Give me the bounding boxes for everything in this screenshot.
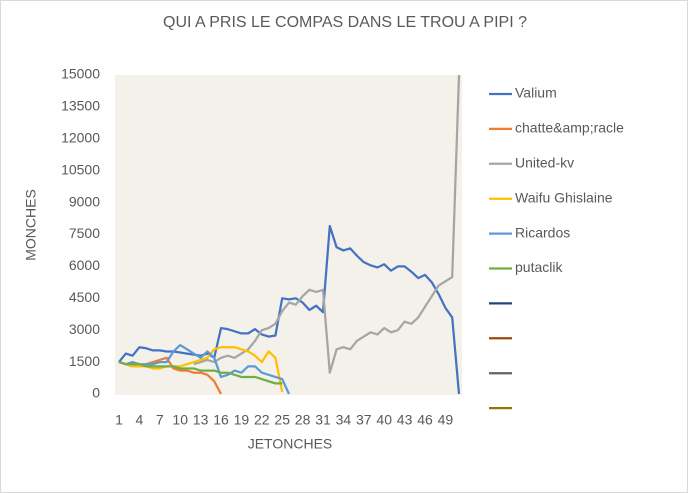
y-tick-label: 6000 (69, 257, 100, 273)
legend-label: United-kv (515, 155, 574, 171)
x-tick-label: 19 (234, 412, 250, 428)
y-tick-label: 13500 (61, 98, 100, 114)
y-tick-label: 0 (92, 385, 100, 401)
x-tick-label: 31 (315, 412, 331, 428)
x-tick-label: 7 (156, 412, 164, 428)
x-tick-label: 16 (213, 412, 229, 428)
x-tick-label: 40 (376, 412, 392, 428)
x-tick-label: 34 (336, 412, 352, 428)
legend-label: Waifu Ghislaine (515, 189, 613, 205)
x-tick-label: 1 (115, 412, 123, 428)
y-axis-label: MONCHES (23, 189, 39, 261)
legend-label: putaclik (515, 259, 563, 275)
x-tick-label: 49 (438, 412, 454, 428)
series-line (118, 361, 283, 385)
y-tick-label: 1500 (69, 353, 100, 369)
background-photo (115, 75, 462, 395)
y-tick-label: 10500 (61, 161, 100, 177)
legend-label: chatte&amp;racle (515, 120, 624, 136)
series-line (118, 343, 291, 395)
series-line (193, 74, 461, 374)
y-tick-label: 15000 (61, 66, 100, 82)
y-tick-label: 4500 (69, 289, 100, 305)
x-tick-label: 28 (295, 412, 311, 428)
x-tick-label: 37 (356, 412, 372, 428)
x-tick-label: 46 (417, 412, 433, 428)
y-tick-label: 12000 (61, 130, 100, 146)
x-tick-label: 22 (254, 412, 270, 428)
legend-label: Ricardos (515, 224, 570, 240)
x-tick-label: 25 (274, 412, 290, 428)
y-tick-label: 7500 (69, 225, 100, 241)
x-tick-label: 13 (193, 412, 209, 428)
x-tick-label: 43 (397, 412, 413, 428)
y-tick-label: 3000 (69, 321, 100, 337)
y-tick-label: 9000 (69, 193, 100, 209)
x-tick-label: 4 (136, 412, 144, 428)
x-tick-label: 10 (172, 412, 188, 428)
legend-label: Valium (515, 85, 557, 101)
chart-title: QUI A PRIS LE COMPAS DANS LE TROU A PIPI… (163, 14, 527, 31)
series-line (118, 224, 461, 395)
x-axis-label: JETONCHES (248, 436, 333, 452)
